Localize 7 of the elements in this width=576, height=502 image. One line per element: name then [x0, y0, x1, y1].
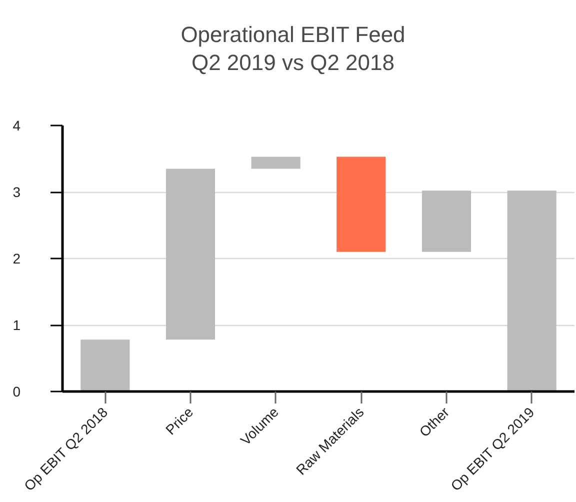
y-tick-label: 0 [12, 384, 21, 400]
y-tick-label: 3 [12, 184, 21, 200]
chart-title: Operational EBIT Feed [180, 21, 406, 49]
chart-subtitle: Q2 2019 vs Q2 2018 [190, 49, 396, 77]
y-tick-label: 4 [12, 118, 21, 134]
y-tick-label: 2 [12, 250, 21, 266]
y-tick-label: 1 [12, 317, 21, 333]
